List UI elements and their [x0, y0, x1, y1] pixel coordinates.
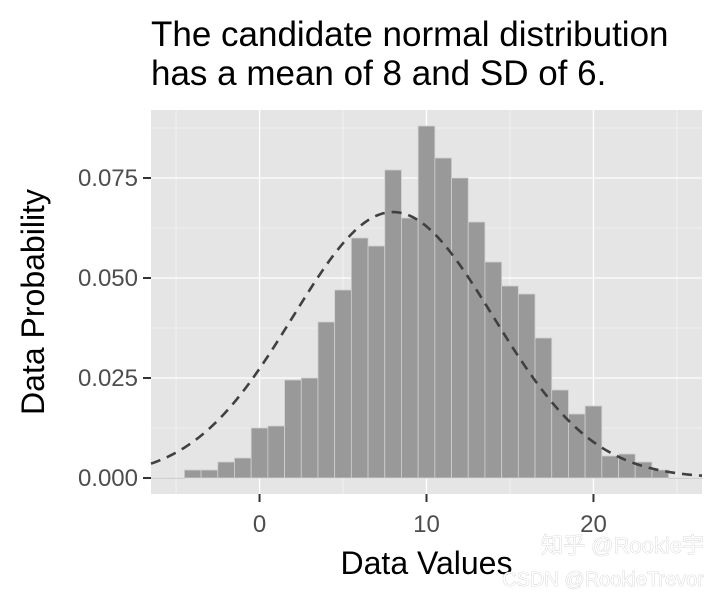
histogram-bar: [384, 169, 402, 479]
watermark-zhihu: 知乎 @Rookie宇: [541, 533, 704, 558]
histogram-bar: [534, 337, 553, 479]
histogram-bar: [651, 469, 670, 479]
normal-curve-line: [150, 210, 703, 478]
histogram-bar: [150, 477, 169, 480]
histogram-bar: [467, 221, 486, 479]
histogram-bar: [200, 469, 219, 479]
histogram-bar: [167, 477, 185, 480]
histogram-bar: [684, 477, 703, 480]
watermark-csdn: CSDN @RookieTrevor: [502, 569, 704, 591]
y-axis-ticks: 0.000 0.025 0.050 0.075: [78, 165, 151, 492]
y-tick-label: 0.075: [78, 165, 138, 192]
histogram-bar: [501, 285, 519, 479]
histogram-bar: [350, 237, 369, 479]
histogram-bar: [417, 125, 436, 479]
histogram-bar: [317, 321, 336, 479]
chart-title-line-1: The candidate normal distribution: [151, 15, 669, 54]
histogram-bar: [284, 379, 302, 479]
histogram-bar: [217, 461, 235, 479]
histogram-bar: [601, 455, 619, 479]
histogram-bar: [484, 261, 503, 479]
histogram-bar: [183, 469, 202, 479]
y-axis-title: Data Probability: [15, 189, 51, 415]
histogram-bar: [451, 177, 469, 479]
y-tick-label: 0.025: [78, 365, 138, 392]
x-axis-title: Data Values: [341, 545, 513, 581]
y-tick-label: 0.000: [78, 465, 138, 492]
histogram-bar: [668, 477, 686, 480]
histogram-bar: [250, 427, 269, 479]
histogram-bar: [234, 457, 252, 479]
histogram-bar: [334, 289, 352, 479]
x-axis-ticks: 0 10 20: [253, 494, 607, 538]
histogram-bar: [401, 217, 419, 479]
x-tick-label: 20: [580, 511, 607, 538]
histogram-bar: [434, 157, 452, 479]
histogram-bar: [517, 293, 536, 479]
histogram-bar: [367, 245, 386, 479]
histogram-bar: [267, 425, 285, 479]
chart-title-line-2: has a mean of 8 and SD of 6.: [151, 54, 606, 93]
y-tick-label: 0.050: [78, 265, 138, 292]
x-tick-label: 0: [253, 511, 266, 538]
histogram-bar: [300, 377, 319, 479]
histogram-bar: [568, 413, 586, 479]
x-tick-label: 10: [413, 511, 440, 538]
